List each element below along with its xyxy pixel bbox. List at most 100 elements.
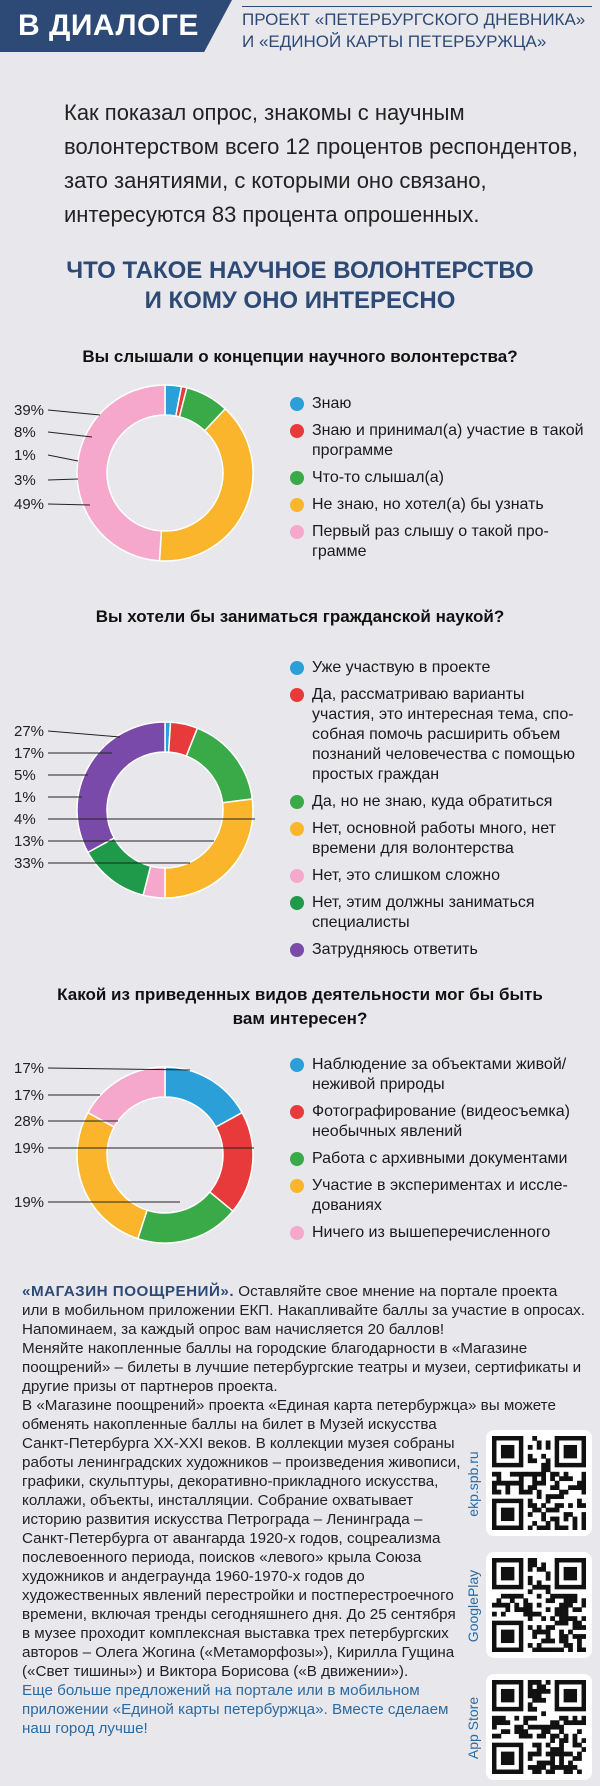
chart-2-legend: Уже участвую в проекте Да, рассматриваю в… xyxy=(290,658,590,967)
chart-1-value-label: 49% xyxy=(14,496,44,513)
legend-swatch-icon xyxy=(290,795,304,809)
chart-3-value-label: 19% xyxy=(14,1194,44,1211)
chart-2-legend-item: Уже участвую в проекте xyxy=(290,658,590,678)
chart-3-donut: 17% 17% 28% 19% 19% xyxy=(14,1060,254,1244)
chart-1-slice-4 xyxy=(158,407,254,562)
rewards-shop: «МАГАЗИН ПООЩРЕНИЙ». Оставляйте свое мне… xyxy=(22,1282,587,1738)
chart-2-slice-7 xyxy=(76,721,166,854)
chart-3-value-label: 19% xyxy=(14,1140,44,1157)
legend-label: Что-то слышал(а) xyxy=(312,469,444,486)
legend-swatch-icon xyxy=(290,525,304,539)
chart-3-slice-4 xyxy=(76,1111,149,1240)
chart-1-leader-line xyxy=(47,409,101,416)
lead-paragraph: Как показал опрос, знакомы с научным вол… xyxy=(64,100,578,227)
shop-paragraph-1: Оставляйте свое мнение на портале проект… xyxy=(22,1283,585,1338)
legend-swatch-icon xyxy=(290,822,304,836)
chart-1-value-label: 3% xyxy=(14,472,36,489)
chart-1-legend: Знаю Знаю и принимал(а) участие в такой п… xyxy=(290,394,590,569)
chart-3-legend-item: Фотографирование (видеосъемка) необычных… xyxy=(290,1102,590,1142)
chart-2-legend-item: Нет, этим должны заниматься специалисты xyxy=(290,893,590,933)
legend-label: Знаю и принимал(а) участие в такой прогр… xyxy=(312,422,584,459)
chart-1-leader-line xyxy=(47,454,79,462)
chart-1-legend-item: Знаю xyxy=(290,394,590,414)
section-tag: В ДИАЛОГЕ xyxy=(0,0,232,52)
legend-label: Нет, это слишком сложно xyxy=(312,867,500,884)
chart-3-slice-1 xyxy=(164,1066,244,1129)
chart-2-value-label: 4% xyxy=(14,811,36,828)
legend-swatch-icon xyxy=(290,869,304,883)
legend-label: Не знаю, но хотел(а) бы узнать xyxy=(312,496,544,513)
legend-label: Да, но не знаю, куда обратиться xyxy=(312,793,553,810)
chart-3-slice-5 xyxy=(86,1066,166,1129)
chart-1-value-label: 8% xyxy=(14,424,36,441)
legend-label: Наблюдение за объектами живой/ неживой п… xyxy=(312,1056,567,1093)
chart-3-legend: Наблюдение за объектами живой/ неживой п… xyxy=(290,1055,590,1250)
chart-1-slice-5 xyxy=(76,384,166,562)
chart-2-slice-3 xyxy=(185,727,254,804)
chart-3-legend-item: Участие в экспериментах и иссле-дованиях xyxy=(290,1176,590,1216)
legend-label: Уже участвую в проекте xyxy=(312,659,491,676)
chart-1-legend-item: Первый раз слышу о такой про-грамме xyxy=(290,522,590,562)
legend-swatch-icon xyxy=(290,661,304,675)
shop-paragraph-3a: В «Магазине поощрений» проекта «Единая к… xyxy=(22,1397,556,1414)
qr-googleplay[interactable]: GooglePlay xyxy=(462,1552,592,1660)
chart-3-legend-item: Наблюдение за объектами живой/ неживой п… xyxy=(290,1055,590,1095)
legend-swatch-icon xyxy=(290,424,304,438)
chart-2-value-label: 5% xyxy=(14,767,36,784)
chart-2-value-label: 17% xyxy=(14,745,44,762)
legend-swatch-icon xyxy=(290,688,304,702)
chart-2-value-label: 1% xyxy=(14,789,36,806)
chart-3-slice-2 xyxy=(208,1111,254,1213)
headline-line-2: И КОМУ ОНО ИНТЕРЕСНО xyxy=(144,287,456,314)
qr-code-googleplay-icon[interactable] xyxy=(486,1552,592,1658)
chart-3-question: Какой из приведенных видов деятельности … xyxy=(57,985,543,1028)
chart-2-question: Вы хотели бы заниматься гражданской наук… xyxy=(95,607,505,626)
legend-label: Работа с архивными документами xyxy=(312,1150,568,1167)
legend-label: Участие в экспериментах и иссле-дованиях xyxy=(312,1177,568,1214)
qr-ekp[interactable]: ekp.spb.ru xyxy=(462,1430,592,1538)
legend-swatch-icon xyxy=(290,397,304,411)
qr-label-appstore: App Store xyxy=(465,1696,481,1760)
chart-2-leader-line xyxy=(47,730,121,738)
legend-swatch-icon xyxy=(290,1226,304,1240)
chart-2-legend-item: Да, но не знаю, куда обратиться xyxy=(290,792,590,812)
legend-swatch-icon xyxy=(290,1105,304,1119)
chart-1-donut: 39% 8% 1% 3% 49% xyxy=(14,384,254,562)
chart-1-legend-item: Не знаю, но хотел(а) бы узнать xyxy=(290,495,590,515)
shop-paragraph-3b: обменять накопленные баллы на билет в Му… xyxy=(22,1416,461,1680)
chart-3-legend-item: Работа с архивными документами xyxy=(290,1149,590,1169)
chart-2-donut: 27% 17% 5% 1% 4% 13% 33% xyxy=(14,721,255,899)
qr-appstore[interactable]: App Store xyxy=(462,1674,592,1782)
chart-2-slice-4 xyxy=(164,798,254,899)
chart-1-legend-item: Что-то слышал(а) xyxy=(290,468,590,488)
chart-3-value-label: 17% xyxy=(14,1060,44,1077)
project-title-line-2: И «ЕДИНОЙ КАРТЫ ПЕТЕРБУРЖЦА» xyxy=(242,32,547,51)
header: В ДИАЛОГЕ ПРОЕКТ «ПЕТЕРБУРГСКОГО ДНЕВНИК… xyxy=(0,0,600,56)
chart-1: 39% 8% 1% 3% 49% Знаю Знаю и принимал(а) учас… xyxy=(0,380,600,570)
chart-1-legend-item: Знаю и принимал(а) участие в такой прогр… xyxy=(290,421,590,461)
qr-code-ekp-icon[interactable] xyxy=(486,1430,592,1536)
qr-code-appstore-icon[interactable] xyxy=(486,1674,592,1780)
chart-2-value-label: 27% xyxy=(14,723,44,740)
chart-1-leader-line xyxy=(47,478,79,481)
qr-label-googleplay: GooglePlay xyxy=(465,1569,481,1643)
chart-2-legend-item: Затрудняюсь ответить xyxy=(290,940,590,960)
legend-swatch-icon xyxy=(290,1152,304,1166)
legend-label: Первый раз слышу о такой про-грамме xyxy=(312,523,549,560)
legend-label: Знаю xyxy=(312,395,352,412)
shop-heading: «МАГАЗИН ПООЩРЕНИЙ». xyxy=(22,1283,235,1300)
legend-swatch-icon xyxy=(290,471,304,485)
chart-1-value-label: 39% xyxy=(14,402,44,419)
qr-label-ekp: ekp.spb.ru xyxy=(465,1451,481,1517)
main-headline: ЧТО ТАКОЕ НАУЧНОЕ ВОЛОНТЕРСТВО И КОМУ ОН… xyxy=(0,256,600,316)
chart-1-question: Вы слышали о концепции научного волонтер… xyxy=(82,347,518,366)
legend-label: Ничего из вышеперечисленного xyxy=(312,1224,551,1241)
chart-3-legend-item: Ничего из вышеперечисленного xyxy=(290,1223,590,1243)
chart-1-value-label: 1% xyxy=(14,447,36,464)
chart-2-legend-item: Нет, основной работы много, нет времени … xyxy=(290,819,590,859)
chart-2-legend-item: Нет, это слишком сложно xyxy=(290,866,590,886)
chart-3-leader-line xyxy=(47,1067,191,1071)
legend-swatch-icon xyxy=(290,1179,304,1193)
chart-2-value-label: 13% xyxy=(14,833,44,850)
chart-2: 27% 17% 5% 1% 4% 13% 33% Уже участвую в проект… xyxy=(0,650,600,970)
